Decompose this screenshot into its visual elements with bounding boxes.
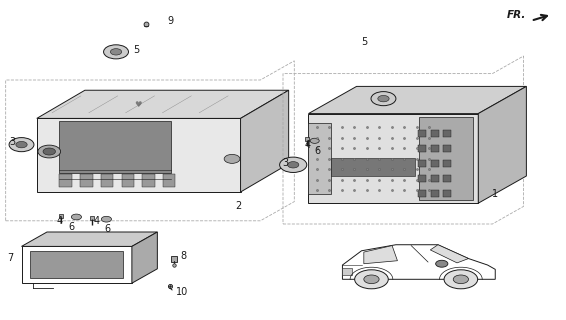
Text: 5: 5 bbox=[133, 44, 139, 55]
Circle shape bbox=[224, 155, 240, 163]
Polygon shape bbox=[59, 174, 72, 187]
Text: 4: 4 bbox=[93, 216, 100, 226]
Polygon shape bbox=[163, 174, 175, 187]
Polygon shape bbox=[37, 90, 289, 118]
Polygon shape bbox=[22, 246, 132, 283]
Text: 4: 4 bbox=[305, 140, 311, 150]
Circle shape bbox=[355, 270, 388, 289]
Polygon shape bbox=[364, 246, 397, 264]
Circle shape bbox=[444, 270, 478, 289]
Text: 9: 9 bbox=[167, 16, 173, 26]
Polygon shape bbox=[308, 114, 478, 203]
Circle shape bbox=[104, 45, 128, 59]
Polygon shape bbox=[59, 121, 171, 173]
Circle shape bbox=[288, 162, 299, 168]
Circle shape bbox=[378, 95, 389, 102]
Polygon shape bbox=[132, 232, 157, 283]
Bar bbox=[443, 145, 451, 152]
Bar bbox=[431, 130, 439, 137]
Polygon shape bbox=[419, 117, 473, 200]
Polygon shape bbox=[241, 90, 289, 192]
Polygon shape bbox=[478, 86, 526, 203]
Polygon shape bbox=[122, 174, 134, 187]
Text: 6: 6 bbox=[314, 146, 320, 156]
Circle shape bbox=[38, 145, 61, 158]
Bar bbox=[443, 160, 451, 167]
Bar bbox=[443, 130, 451, 137]
Bar bbox=[418, 145, 426, 152]
Circle shape bbox=[43, 148, 55, 155]
Bar bbox=[418, 160, 426, 167]
Text: 10: 10 bbox=[175, 287, 188, 297]
Text: 2: 2 bbox=[235, 201, 241, 212]
Circle shape bbox=[371, 92, 396, 106]
Bar bbox=[418, 190, 426, 197]
Polygon shape bbox=[331, 158, 415, 176]
Polygon shape bbox=[342, 245, 495, 279]
Text: FR.: FR. bbox=[507, 10, 526, 20]
Text: 6: 6 bbox=[105, 224, 111, 234]
Bar bbox=[443, 190, 451, 197]
Polygon shape bbox=[22, 232, 157, 246]
Circle shape bbox=[101, 216, 112, 222]
Polygon shape bbox=[37, 118, 241, 192]
Polygon shape bbox=[30, 251, 123, 278]
Polygon shape bbox=[430, 245, 469, 263]
Bar bbox=[342, 268, 351, 275]
Circle shape bbox=[364, 275, 379, 284]
Bar bbox=[431, 145, 439, 152]
Polygon shape bbox=[101, 174, 113, 187]
Text: 4: 4 bbox=[57, 216, 63, 226]
Bar bbox=[431, 160, 439, 167]
Text: 5: 5 bbox=[361, 37, 367, 47]
Bar bbox=[431, 190, 439, 197]
Circle shape bbox=[453, 275, 469, 284]
Circle shape bbox=[16, 141, 27, 148]
Circle shape bbox=[310, 138, 319, 143]
Circle shape bbox=[436, 260, 448, 267]
Bar bbox=[431, 175, 439, 182]
Text: 8: 8 bbox=[180, 251, 186, 261]
Circle shape bbox=[9, 138, 34, 152]
Text: 1: 1 bbox=[492, 188, 499, 199]
Circle shape bbox=[110, 49, 122, 55]
Text: 3: 3 bbox=[282, 158, 289, 168]
Bar bbox=[418, 175, 426, 182]
Polygon shape bbox=[308, 123, 331, 194]
Circle shape bbox=[71, 214, 82, 220]
Polygon shape bbox=[308, 86, 526, 114]
Polygon shape bbox=[142, 174, 155, 187]
Text: 6: 6 bbox=[68, 222, 74, 232]
Text: 3: 3 bbox=[10, 137, 16, 148]
Bar bbox=[443, 175, 451, 182]
Bar bbox=[418, 130, 426, 137]
Text: ♥: ♥ bbox=[135, 100, 142, 109]
Polygon shape bbox=[80, 174, 93, 187]
Text: 7: 7 bbox=[7, 252, 14, 263]
Circle shape bbox=[280, 157, 307, 172]
